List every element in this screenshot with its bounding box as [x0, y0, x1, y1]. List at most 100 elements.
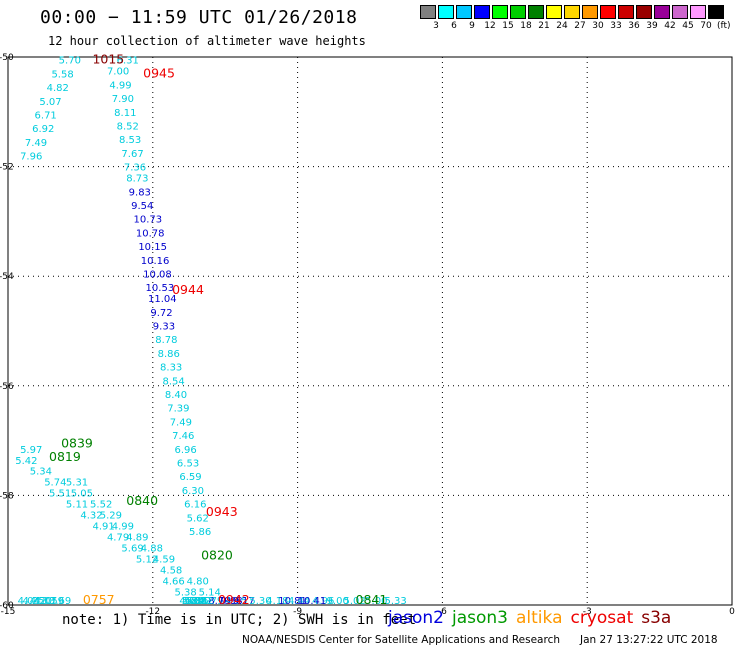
legend-swatch-label: 18 [520, 21, 532, 31]
wave-height-label: 8.79 [208, 596, 230, 607]
wave-height-label: 10.53 [146, 283, 175, 294]
y-tick-label: -52 [0, 163, 14, 173]
map-frame [7, 56, 733, 606]
wave-height-label: 8.86 [158, 349, 180, 360]
satellite-label-s3a: s3a [641, 608, 672, 628]
wave-height-label: 4.99 [112, 522, 134, 533]
wave-height-label: 4.96 [312, 596, 334, 607]
legend-swatch [672, 5, 688, 19]
wave-height-label: 4.66 [162, 576, 184, 587]
legend-swatch [654, 5, 670, 19]
wave-height-label: 5.31 [66, 478, 88, 489]
wave-height-label: 5.74 [44, 478, 66, 489]
wave-height-label: 5.33 [384, 596, 406, 607]
wave-height-label: 4.04 [18, 596, 40, 607]
y-tick-label: -50 [0, 53, 14, 63]
pass-time-label: 0840 [126, 493, 158, 508]
wave-height-label: 6.16 [184, 500, 206, 511]
legend-swatch-label: 70 [700, 21, 712, 31]
satellite-label-altika: altika [516, 608, 563, 628]
wave-height-label: 9.17 [232, 596, 254, 607]
pass-time-label: 0943 [206, 504, 238, 519]
x-tick-label: -12 [145, 607, 160, 617]
wave-height-label: 5.97 [20, 445, 42, 456]
wave-height-label: 4.58 [160, 565, 182, 576]
wave-height-label: 4.79 [201, 596, 223, 607]
wave-height-label: 4.98 [184, 596, 206, 607]
wave-height-label: 8.53 [119, 135, 141, 146]
legend-swatch [420, 5, 436, 19]
wave-height-label: 4.32 [80, 511, 102, 522]
wave-height-label: 5.42 [15, 456, 37, 467]
wave-height-label: 6.71 [35, 111, 57, 122]
legend-swatch-label: 27 [574, 21, 586, 31]
wave-height-label: 5.69 [121, 543, 143, 554]
wave-height-label: 5.89 [182, 596, 204, 607]
satellite-label-cryosat: cryosat [570, 608, 634, 628]
wave-height-label: 9.00 [327, 596, 349, 607]
wave-height-label: 4.55 [225, 596, 247, 607]
wave-height-label: 5.30 [249, 596, 271, 607]
wave-height-label: 4.18 [266, 596, 288, 607]
legend-swatch [456, 5, 472, 19]
generation-timestamp: Jan 27 13:27:22 UTC 2018 [580, 634, 718, 646]
wave-height-label: 6.92 [32, 124, 54, 135]
legend-swatch-label: 33 [610, 21, 622, 31]
legend-swatch [582, 5, 598, 19]
x-tick-label: -9 [293, 607, 302, 617]
wave-height-label: 5.38 [175, 587, 197, 598]
wave-height-label: 10.78 [136, 228, 165, 239]
wave-height-label: 4.44 [288, 596, 310, 607]
wave-height-label: 10.73 [133, 215, 162, 226]
wave-height-label: 6.53 [177, 459, 199, 470]
wave-height-label: 5.70 [59, 56, 81, 67]
wave-height-label: 8.11 [114, 108, 136, 119]
wave-height-label: 7.00 [107, 67, 129, 78]
satellite-label-jason3: jason3 [452, 608, 508, 628]
pass-time-label: 0819 [49, 449, 81, 464]
wave-height-label: 8.40 [165, 390, 187, 401]
wave-height-label: 9.54 [131, 201, 153, 212]
wave-height-label: 11.04 [148, 294, 177, 305]
pass-time-label: 0820 [201, 548, 233, 563]
wave-height-label: 5.05 [71, 489, 93, 500]
legend-swatch [708, 5, 724, 19]
wave-height-label: 5.42 [191, 596, 213, 607]
wave-height-label: 6.30 [182, 486, 204, 497]
wave-height-label: 9.33 [153, 322, 175, 333]
pass-time-label: 0942 [218, 592, 250, 607]
wave-height-label: 10.41 [298, 596, 327, 607]
legend-swatch-label: 36 [628, 21, 640, 31]
wave-height-label: 5.12 [136, 554, 158, 565]
wave-height-label: 5.52 [90, 500, 112, 511]
page-title: 00:00 − 11:59 UTC 01/26/2018 [40, 7, 358, 28]
wave-height-label: 4.25 [22, 596, 44, 607]
wave-height-label: 9.72 [150, 308, 172, 319]
legend-swatch [636, 5, 652, 19]
y-tick-label: -56 [0, 382, 14, 392]
wave-height-label: 5.02 [343, 596, 365, 607]
wave-height-label: 8.78 [155, 335, 177, 346]
footnote: note: 1) Time is in UTC; 2) SWH is in fe… [62, 612, 417, 628]
wave-height-label: 7.36 [124, 163, 146, 174]
wave-height-label: 9.83 [129, 187, 151, 198]
satellite-legend: jason2 jason3 altika cryosat s3a [388, 608, 679, 628]
legend-swatch [510, 5, 526, 19]
legend-swatch [564, 5, 580, 19]
y-tick-label: -54 [0, 272, 14, 282]
wave-height-label: 7.96 [20, 152, 42, 163]
wave-height-label: 4.89 [126, 533, 148, 544]
legend-unit: (ft) [717, 21, 731, 31]
wave-height-label: 4.80 [187, 576, 209, 587]
legend-swatch [546, 5, 562, 19]
data-layer: 5.70 5.58 4.82 5.07 6.71 6.92 7.49 7.96 6.317.00… [15, 52, 407, 607]
wave-height-label: 5.86 [189, 527, 211, 538]
pass-time-label: 0757 [83, 592, 115, 607]
legend-swatch [690, 5, 706, 19]
legend-swatch-label: 45 [682, 21, 694, 31]
legend-swatch-label: 30 [592, 21, 604, 31]
wave-height-label: 4.59 [153, 554, 175, 565]
wave-height-label: 6.31 [117, 56, 139, 67]
legend-swatch [492, 5, 508, 19]
